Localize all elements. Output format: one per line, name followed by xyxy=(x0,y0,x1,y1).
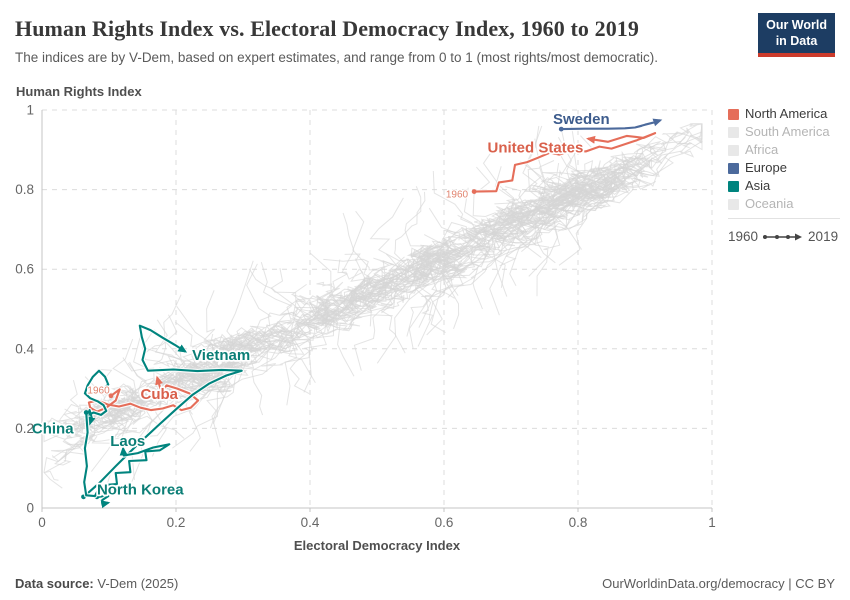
connected-scatter-chart[interactable]: Sweden United States 1960 Cuba 1960 Vietnam Ch… xyxy=(0,78,850,560)
owid-logo-line2: in Data xyxy=(775,33,818,48)
y-tick-label: 0.8 xyxy=(15,182,34,197)
continent-legend: North America South America Africa Europe As… xyxy=(728,107,846,215)
x-tick-label: 0.2 xyxy=(167,515,186,530)
legend-swatch xyxy=(728,162,739,174)
series-label-china[interactable]: China xyxy=(30,419,76,440)
series-label-vietnam[interactable]: Vietnam xyxy=(190,345,252,366)
trajectory-cuba[interactable] xyxy=(87,375,200,413)
owid-logo-line1: Our World xyxy=(766,18,827,32)
x-tick-label: 0.8 xyxy=(569,515,588,530)
legend-item-oceania[interactable]: Oceania xyxy=(728,197,846,211)
chart-subtitle: The indices are by V-Dem, based on exper… xyxy=(15,50,659,65)
legend-swatch xyxy=(728,144,739,156)
x-tick-label: 0 xyxy=(38,515,46,530)
series-label-sweden[interactable]: Sweden xyxy=(551,109,611,129)
series-label-laos[interactable]: Laos xyxy=(109,431,148,452)
legend-item-north-america[interactable]: North America xyxy=(728,107,846,121)
y-tick-label: 1 xyxy=(26,103,34,118)
legend-label: South America xyxy=(745,124,830,139)
series-label-united-states[interactable]: United States xyxy=(486,138,585,159)
trajectory-vietnam[interactable] xyxy=(82,324,243,498)
owid-logo[interactable]: Our World in Data xyxy=(758,13,835,58)
legend-swatch xyxy=(728,126,739,138)
legend-item-asia[interactable]: Asia xyxy=(728,179,846,193)
owid-attribution-link[interactable]: OurWorldinData.org/democracy | CC BY xyxy=(602,576,835,591)
trajectory-united-states[interactable] xyxy=(474,132,657,193)
legend-item-south-america[interactable]: South America xyxy=(728,125,846,139)
y-tick-label: 0.6 xyxy=(15,262,34,277)
trajectory-sweden[interactable] xyxy=(561,118,663,131)
data-source-label: Data source: xyxy=(15,576,94,591)
time-range-indicator: 1960 2019 xyxy=(728,218,840,244)
series-label-north-korea[interactable]: North Korea xyxy=(95,480,186,501)
legend-label: Oceania xyxy=(745,196,794,211)
data-source-value: V-Dem (2025) xyxy=(93,576,179,591)
trajectory-laos[interactable] xyxy=(96,443,171,498)
time-start-label: 1960 xyxy=(728,229,759,244)
start-dot-united-states xyxy=(471,189,477,194)
x-tick-label: 0.6 xyxy=(435,515,454,530)
x-axis-title: Electoral Democracy Index xyxy=(294,538,461,553)
legend-label: Asia xyxy=(745,178,771,193)
legend-swatch xyxy=(728,198,739,210)
legend-label: Africa xyxy=(745,142,779,157)
legend-label: North America xyxy=(745,106,828,121)
start-dot-cuba xyxy=(108,393,114,399)
start-dot-sweden xyxy=(558,126,564,132)
year-annotation-united-states: 1960 xyxy=(446,189,469,200)
legend-swatch xyxy=(728,180,739,192)
legend-swatch xyxy=(728,108,739,120)
time-arrow-icon xyxy=(763,233,803,240)
chart-title: Human Rights Index vs. Electoral Democra… xyxy=(15,16,640,41)
y-tick-label: 0 xyxy=(26,501,34,516)
legend-item-africa[interactable]: Africa xyxy=(728,143,846,157)
start-dot-north-korea xyxy=(83,410,89,415)
legend-label: Europe xyxy=(745,160,787,175)
start-dot-china xyxy=(98,387,104,393)
time-end-label: 2019 xyxy=(808,229,839,244)
y-tick-label: 0.2 xyxy=(15,421,34,436)
trajectory-north-korea[interactable] xyxy=(83,412,111,509)
x-tick-label: 0.4 xyxy=(301,515,320,530)
y-tick-label: 0.4 xyxy=(15,341,34,356)
data-source: Data source: V-Dem (2025) xyxy=(15,576,178,591)
x-tick-label: 1 xyxy=(708,515,716,530)
series-label-cuba[interactable]: Cuba xyxy=(139,384,181,405)
year-annotation-cuba: 1960 xyxy=(87,385,110,396)
y-axis-title: Human Rights Index xyxy=(16,84,142,99)
legend-item-europe[interactable]: Europe xyxy=(728,161,846,175)
